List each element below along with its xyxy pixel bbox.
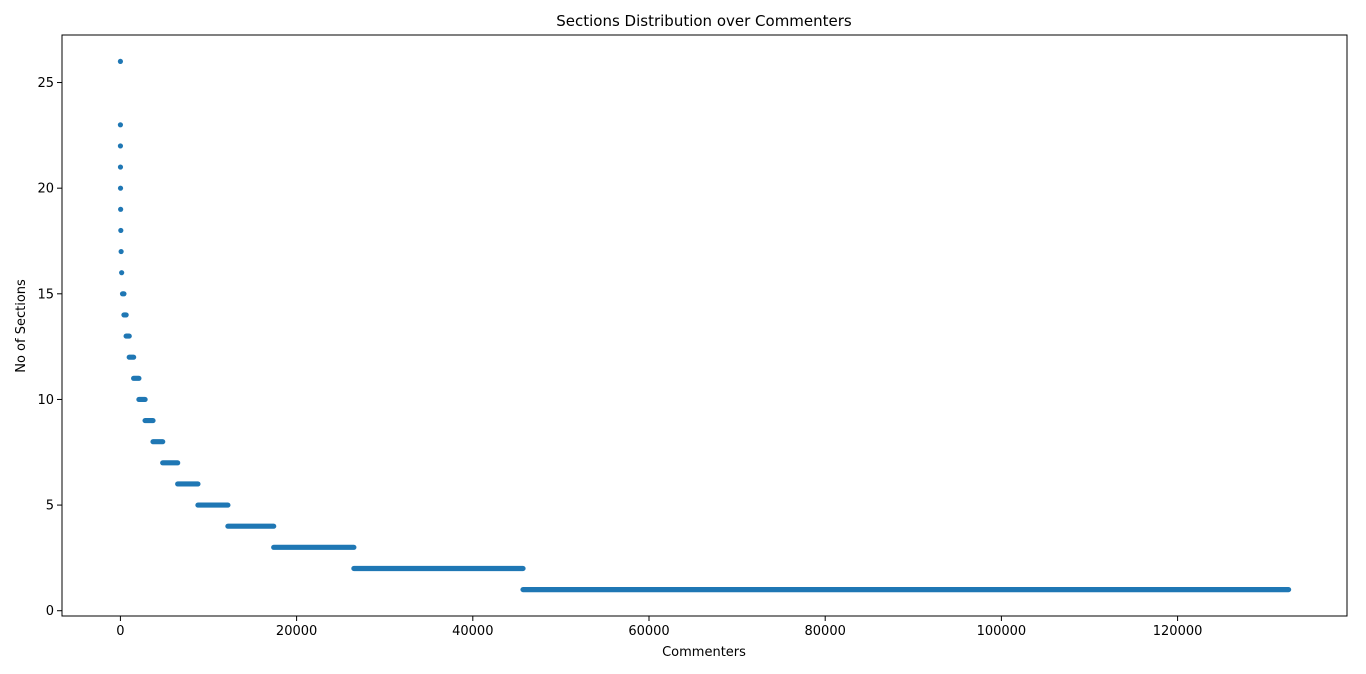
x-axis-ticks: 0 20000 40000 60000 80000 100000 120000 — [116, 616, 1202, 639]
x-tick-label: 100000 — [977, 624, 1027, 639]
data-point — [118, 227, 124, 234]
data-point — [117, 58, 124, 65]
data-point — [117, 164, 124, 170]
y-axis-label: No of Sections — [14, 279, 29, 373]
data-point — [118, 206, 124, 212]
x-tick-label: 20000 — [276, 624, 317, 639]
y-tick-label: 0 — [46, 604, 54, 619]
data-point — [117, 185, 124, 191]
data-points — [117, 58, 1292, 593]
data-point — [117, 122, 124, 128]
y-tick-label: 25 — [37, 76, 54, 91]
data-point — [117, 143, 124, 149]
y-axis-ticks: 0 5 10 15 20 25 — [37, 76, 62, 619]
data-point — [118, 248, 124, 255]
x-tick-label: 80000 — [805, 624, 846, 639]
x-tick-label: 40000 — [452, 624, 493, 639]
y-tick-label: 15 — [37, 287, 54, 302]
chart-title: Sections Distribution over Commenters — [556, 12, 852, 30]
y-tick-label: 20 — [37, 182, 54, 197]
y-tick-label: 5 — [46, 499, 54, 514]
data-point — [119, 270, 125, 276]
y-tick-label: 10 — [37, 393, 54, 408]
plot-frame — [61, 34, 1348, 617]
x-axis-label: Commenters — [662, 645, 746, 660]
x-tick-label: 60000 — [628, 624, 669, 639]
x-tick-label: 120000 — [1153, 624, 1203, 639]
x-tick-label: 0 — [116, 624, 124, 639]
